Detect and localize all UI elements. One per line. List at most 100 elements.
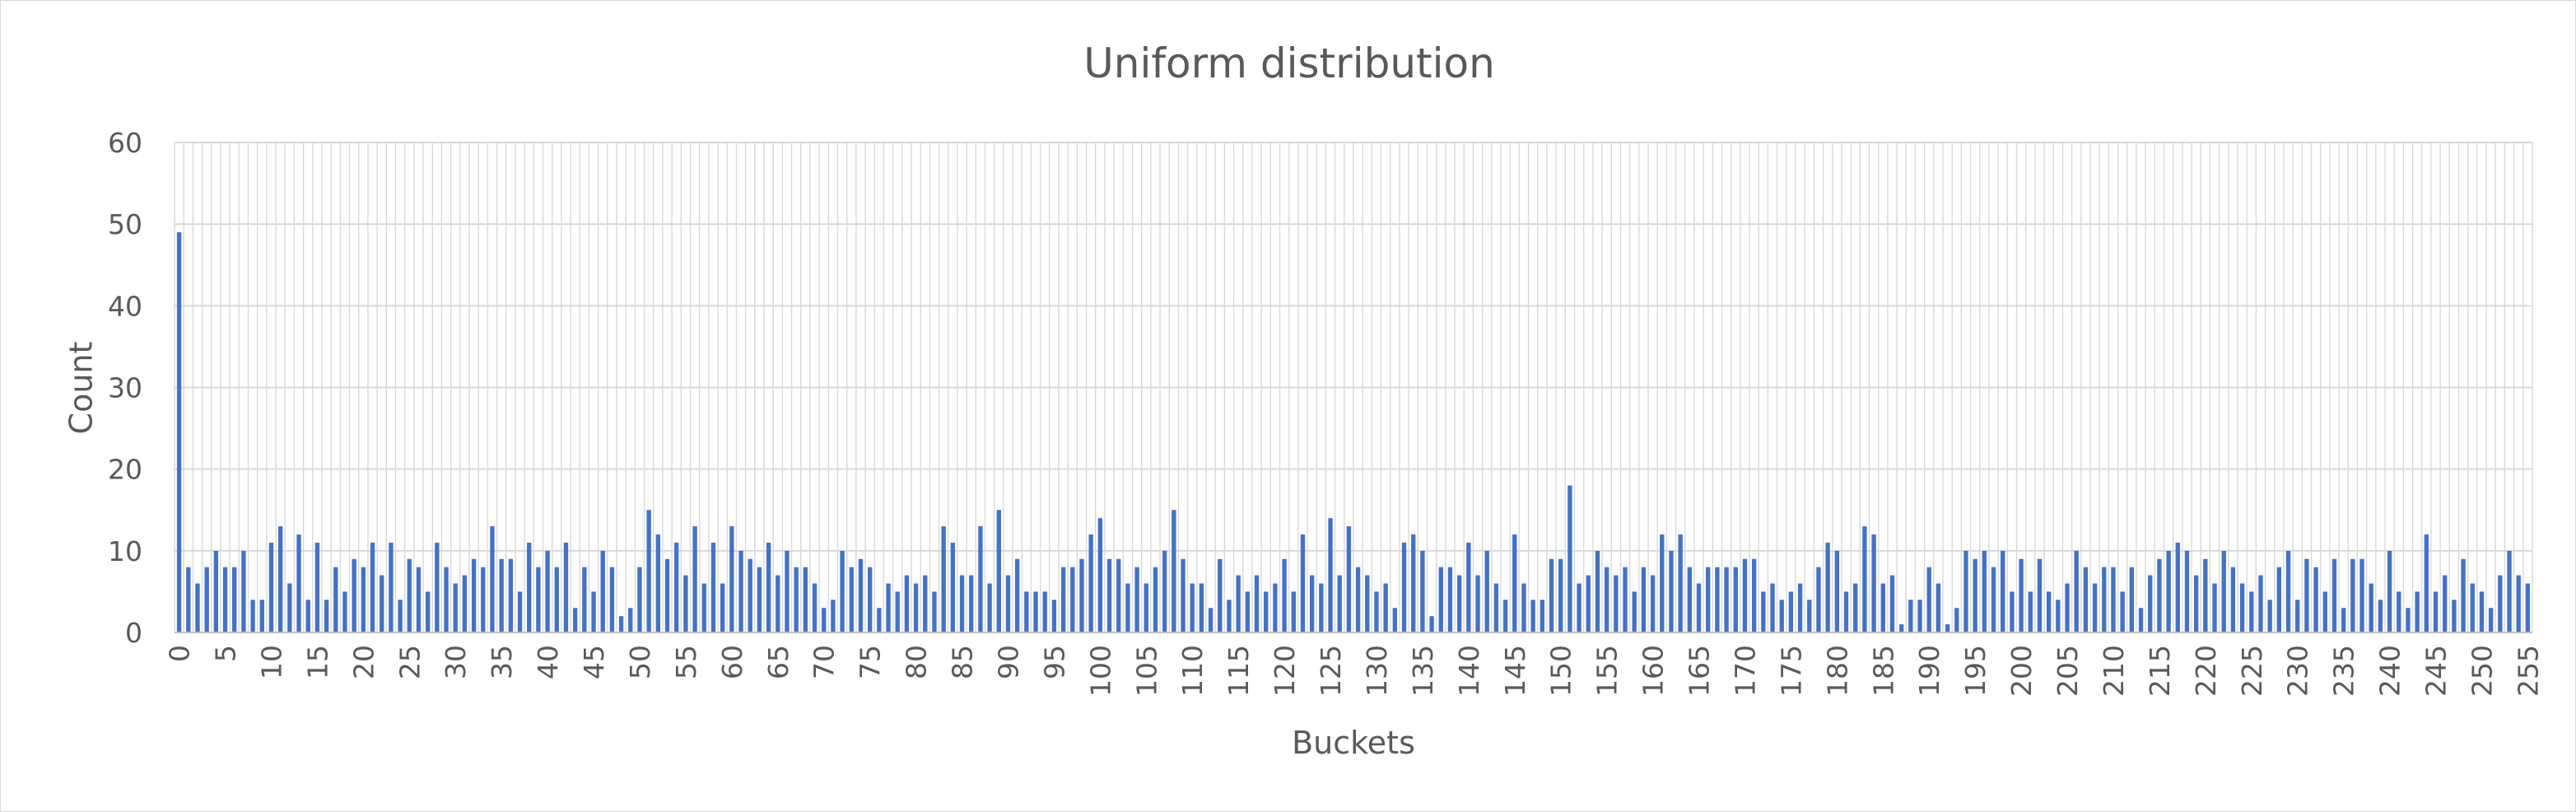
x-tick-label: 60 (716, 645, 748, 679)
x-tick-label: 35 (486, 645, 518, 679)
bar-252 (2498, 575, 2503, 632)
bar-202 (2037, 558, 2043, 632)
bar-238 (2369, 583, 2373, 632)
bar-232 (2313, 567, 2318, 632)
bar-177 (1807, 600, 1812, 632)
bar-235 (2341, 608, 2346, 632)
y-tick-label: 30 (108, 372, 142, 404)
bar-22 (380, 575, 384, 632)
x-tick-label: 25 (394, 645, 426, 679)
x-tick-label: 55 (670, 645, 702, 679)
bar-230 (2295, 600, 2300, 632)
bar-144 (1502, 600, 1508, 632)
x-tick-label: 115 (1223, 645, 1255, 697)
bar-146 (1521, 583, 1526, 632)
bar-109 (1181, 558, 1186, 632)
bar-209 (2102, 567, 2107, 632)
x-tick-label: 140 (1453, 645, 1485, 697)
bar-204 (2056, 600, 2061, 632)
bar-10 (268, 542, 274, 632)
bar-101 (1106, 558, 1112, 632)
bar-241 (2397, 591, 2401, 632)
bar-113 (1218, 558, 1223, 632)
bar-226 (2258, 575, 2263, 632)
bar-90 (1005, 575, 1011, 632)
x-tick-label: 135 (1407, 645, 1439, 697)
bar-96 (1060, 567, 1066, 632)
bar-29 (444, 567, 449, 632)
bar-206 (2074, 550, 2079, 632)
bar-32 (471, 558, 477, 632)
bar-111 (1199, 583, 1204, 632)
bar-97 (1070, 567, 1075, 632)
bar-148 (1540, 600, 1545, 632)
bar-139 (1456, 575, 1462, 632)
bar-254 (2516, 575, 2521, 632)
bar-163 (1678, 534, 1683, 632)
bar-161 (1660, 534, 1665, 632)
bar-79 (904, 575, 910, 632)
bar-100 (1097, 518, 1103, 632)
bar-73 (849, 567, 854, 632)
bar-152 (1577, 583, 1581, 632)
bar-154 (1595, 550, 1600, 632)
bar-189 (1917, 600, 1922, 632)
bar-77 (886, 583, 891, 632)
bar-250 (2479, 591, 2485, 632)
bar-94 (1042, 591, 1047, 632)
bar-246 (2443, 575, 2448, 632)
bar-159 (1641, 567, 1647, 632)
bar-243 (2415, 591, 2420, 632)
x-tick-label: 145 (1499, 645, 1531, 697)
x-tick-label: 105 (1130, 645, 1162, 697)
x-tick-label: 80 (901, 645, 933, 679)
bar-156 (1614, 575, 1619, 632)
bar-176 (1797, 583, 1803, 632)
bar-31 (462, 575, 468, 632)
bar-205 (2065, 583, 2070, 632)
bar-172 (1761, 591, 1766, 632)
bar-112 (1208, 608, 1213, 632)
bar-70 (822, 608, 827, 632)
bar-211 (2120, 591, 2125, 632)
bar-107 (1162, 550, 1167, 632)
bar-203 (2046, 591, 2052, 632)
bar-5 (222, 567, 228, 632)
x-tick-label: 50 (624, 645, 656, 679)
bar-114 (1227, 600, 1232, 632)
bar-208 (2092, 583, 2098, 632)
x-tick-label: 195 (1959, 645, 1991, 697)
x-tick-label: 120 (1269, 645, 1301, 697)
bar-140 (1466, 542, 1471, 632)
bar-13 (296, 534, 301, 632)
bar-132 (1392, 608, 1398, 632)
bar-224 (2239, 583, 2245, 632)
bar-168 (1724, 567, 1729, 632)
bar-65 (776, 575, 780, 632)
x-tick-label: 45 (578, 645, 610, 679)
bar-19 (352, 558, 356, 632)
y-tick-label: 20 (108, 454, 142, 486)
bar-173 (1770, 583, 1775, 632)
bar-160 (1650, 575, 1656, 632)
bar-186 (1889, 575, 1895, 632)
y-axis-tick-labels: 0 10 20 30 40 50 60 (108, 127, 142, 649)
bar-62 (748, 558, 752, 632)
bar-11 (277, 526, 283, 632)
gridlines (174, 142, 2533, 633)
bar-91 (1014, 558, 1020, 632)
bar-136 (1429, 616, 1434, 632)
bar-194 (1963, 550, 1968, 632)
bar-149 (1549, 558, 1554, 632)
bar-185 (1880, 583, 1885, 632)
bar-66 (785, 550, 790, 632)
bar-2 (195, 583, 200, 632)
x-tick-label: 70 (808, 645, 841, 679)
bar-63 (757, 567, 762, 632)
bar-188 (1908, 600, 1913, 632)
bar-116 (1245, 591, 1251, 632)
bar-1 (186, 567, 191, 632)
bar-53 (664, 558, 670, 632)
y-tick-label: 40 (108, 290, 142, 322)
